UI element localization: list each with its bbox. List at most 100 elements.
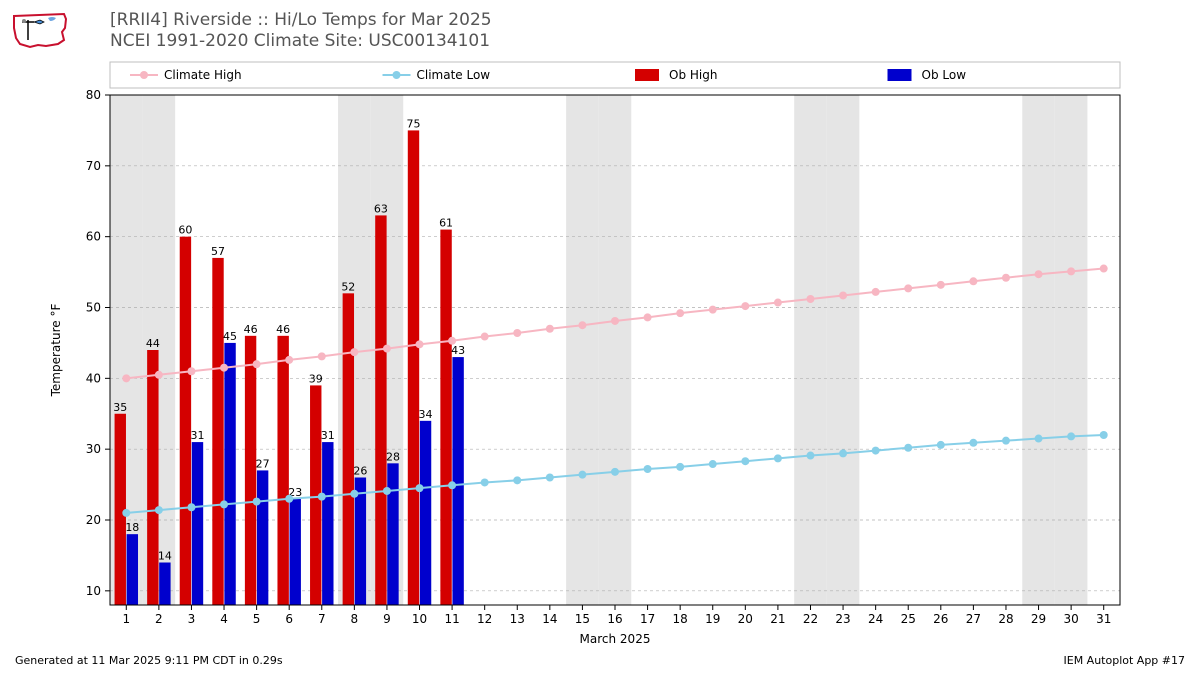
- xtick-label: 2: [155, 612, 163, 626]
- climate-low-marker: [904, 444, 912, 452]
- ob-low-label: 14: [158, 550, 172, 563]
- legend-ob-high-swatch: [635, 69, 659, 81]
- climate-low-marker: [187, 503, 195, 511]
- climate-high-marker: [155, 371, 163, 379]
- climate-low-marker: [318, 493, 326, 501]
- ob-high-label: 60: [178, 224, 192, 237]
- climate-high-marker: [285, 356, 293, 364]
- climate-low-marker: [481, 478, 489, 486]
- climate-high-marker: [383, 345, 391, 353]
- xtick-label: 13: [510, 612, 525, 626]
- ytick-label: 30: [86, 442, 101, 456]
- ob-low-label: 27: [256, 457, 270, 470]
- ob-low-bar: [224, 343, 235, 605]
- climate-high-marker: [253, 360, 261, 368]
- ytick-label: 20: [86, 513, 101, 527]
- climate-high-marker: [644, 313, 652, 321]
- legend-climate-low-marker: [393, 71, 401, 79]
- climate-low-marker: [448, 481, 456, 489]
- climate-high-marker: [709, 306, 717, 314]
- xtick-label: 16: [607, 612, 622, 626]
- climate-high-marker: [839, 291, 847, 299]
- xtick-label: 3: [188, 612, 196, 626]
- footer-generated: Generated at 11 Mar 2025 9:11 PM CDT in …: [15, 654, 283, 667]
- ob-low-bar: [452, 357, 463, 605]
- xtick-label: 19: [705, 612, 720, 626]
- ytick-label: 80: [86, 88, 101, 102]
- climate-low-marker: [1002, 437, 1010, 445]
- xtick-label: 22: [803, 612, 818, 626]
- xtick-label: 12: [477, 612, 492, 626]
- legend-box: [110, 62, 1120, 88]
- legend-ob-low-label: Ob Low: [922, 68, 967, 82]
- xtick-label: 23: [835, 612, 850, 626]
- climate-high-marker: [937, 281, 945, 289]
- ob-low-label: 18: [125, 521, 139, 534]
- ob-low-bar: [127, 534, 138, 605]
- xtick-label: 8: [351, 612, 359, 626]
- ob-high-bar: [343, 293, 354, 605]
- climate-low-marker: [220, 500, 228, 508]
- climate-low-marker: [806, 452, 814, 460]
- climate-low-marker: [253, 498, 261, 506]
- xtick-label: 5: [253, 612, 261, 626]
- climate-low-marker: [644, 465, 652, 473]
- ob-high-label: 46: [276, 323, 290, 336]
- climate-low-marker: [546, 474, 554, 482]
- climate-high-marker: [187, 367, 195, 375]
- ob-high-bar: [277, 336, 288, 605]
- climate-high-marker: [611, 317, 619, 325]
- climate-low-marker: [839, 449, 847, 457]
- xtick-label: 20: [738, 612, 753, 626]
- xtick-label: 15: [575, 612, 590, 626]
- xtick-label: 28: [998, 612, 1013, 626]
- xtick-label: 21: [770, 612, 785, 626]
- climate-low-marker: [416, 484, 424, 492]
- ob-high-label: 75: [406, 117, 420, 130]
- ob-high-label: 39: [309, 372, 323, 385]
- weekend-shade: [599, 95, 632, 605]
- climate-low-marker: [872, 447, 880, 455]
- climate-high-marker: [904, 284, 912, 292]
- climate-high-marker: [806, 295, 814, 303]
- climate-high-marker: [1100, 265, 1108, 273]
- climate-low-marker: [937, 441, 945, 449]
- ob-high-bar: [180, 237, 191, 605]
- climate-high-marker: [220, 364, 228, 372]
- climate-high-marker: [448, 337, 456, 345]
- climate-low-marker: [1035, 435, 1043, 443]
- climate-low-marker: [155, 506, 163, 514]
- ob-low-bar: [322, 442, 333, 605]
- xtick-label: 11: [444, 612, 459, 626]
- xtick-label: 10: [412, 612, 427, 626]
- ob-high-label: 46: [244, 323, 258, 336]
- climate-low-marker: [969, 439, 977, 447]
- ob-high-bar: [115, 414, 126, 605]
- ob-high-bar: [245, 336, 256, 605]
- climate-low-marker: [513, 476, 521, 484]
- climate-high-marker: [872, 288, 880, 296]
- legend-climate-high-marker: [140, 71, 148, 79]
- ob-low-bar: [290, 499, 301, 605]
- xtick-label: 27: [966, 612, 981, 626]
- ob-high-label: 35: [113, 401, 127, 414]
- climate-high-marker: [122, 374, 130, 382]
- climate-low-marker: [350, 490, 358, 498]
- legend-climate-high-label: Climate High: [164, 68, 242, 82]
- xtick-label: 30: [1063, 612, 1078, 626]
- ob-high-label: 44: [146, 337, 160, 350]
- climate-high-marker: [1067, 267, 1075, 275]
- ob-high-label: 63: [374, 202, 388, 215]
- climate-low-marker: [578, 471, 586, 479]
- climate-high-marker: [1002, 274, 1010, 282]
- ob-low-label: 31: [190, 429, 204, 442]
- xtick-label: 1: [122, 612, 130, 626]
- ob-high-bar: [375, 215, 386, 605]
- climate-high-marker: [578, 321, 586, 329]
- xtick-label: 25: [901, 612, 916, 626]
- ob-low-label: 34: [419, 408, 433, 421]
- weekend-shade: [566, 95, 599, 605]
- climate-low-marker: [1100, 431, 1108, 439]
- xtick-label: 17: [640, 612, 655, 626]
- ob-low-bar: [420, 421, 431, 605]
